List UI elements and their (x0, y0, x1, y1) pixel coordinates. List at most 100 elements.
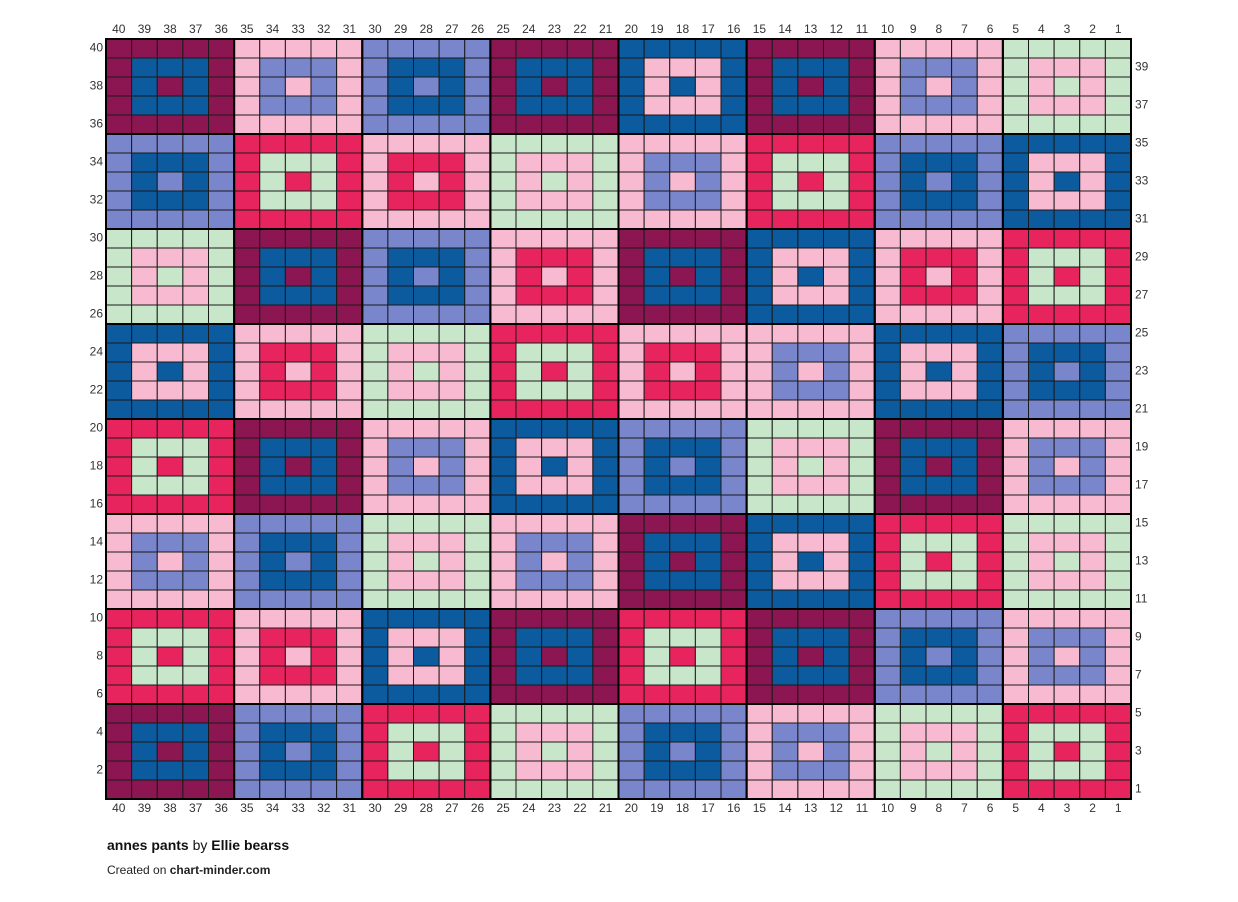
stitch-cell (797, 703, 824, 724)
stitch-cell (1053, 760, 1081, 781)
stitch-cell (643, 380, 671, 401)
stitch-cell (720, 285, 748, 306)
stitch-cell (336, 551, 363, 572)
row-number-left: 12 (90, 573, 104, 587)
stitch-cell (771, 703, 799, 724)
stitch-cell (797, 285, 824, 306)
stitch-cell (541, 760, 568, 781)
stitch-cell (515, 171, 543, 192)
stitch-cell (1053, 247, 1081, 268)
stitch-cell (515, 228, 543, 249)
stitch-cell (413, 494, 440, 515)
stitch-cell (182, 171, 209, 192)
column-number-top: 4 (1038, 22, 1045, 36)
stitch-cell (233, 361, 261, 382)
stitch-cell (1079, 532, 1106, 553)
stitch-cell (131, 76, 158, 97)
stitch-cell (1053, 152, 1081, 173)
stitch-cell (310, 627, 338, 648)
stitch-cell (489, 342, 517, 363)
stitch-cell (618, 304, 645, 325)
stitch-cell (746, 190, 773, 211)
stitch-cell (233, 646, 261, 667)
stitch-cell (156, 247, 184, 268)
stitch-cell (1028, 38, 1055, 59)
row-number-right: 33 (1135, 174, 1149, 188)
stitch-cell (823, 190, 850, 211)
stitch-cell (592, 304, 619, 325)
stitch-cell (694, 703, 722, 724)
stitch-cell (643, 437, 671, 458)
by-word: by (193, 837, 208, 853)
stitch-cell (976, 665, 1004, 686)
stitch-cell (131, 171, 158, 192)
stitch-cell (592, 95, 619, 116)
stitch-cell (694, 646, 722, 667)
stitch-cell (951, 380, 978, 401)
stitch-cell (1079, 361, 1106, 382)
stitch-cell (1079, 475, 1106, 496)
stitch-cell (387, 209, 414, 230)
stitch-cell (592, 323, 619, 344)
stitch-cell (310, 741, 338, 762)
stitch-cell (592, 703, 619, 724)
stitch-cell (310, 361, 338, 382)
stitch-cell (592, 456, 619, 477)
stitch-cell (464, 760, 491, 781)
stitch-cell (592, 532, 619, 553)
stitch-cell (771, 760, 799, 781)
stitch-cell (208, 551, 235, 572)
stitch-cell (1104, 228, 1132, 249)
column-number-bottom: 17 (702, 801, 716, 815)
column-number-bottom: 1 (1115, 801, 1122, 815)
stitch-cell (515, 304, 543, 325)
stitch-cell (259, 494, 286, 515)
stitch-cell (284, 133, 312, 154)
stitch-cell (899, 551, 927, 572)
stitch-cell (1002, 722, 1029, 743)
stitch-cell (951, 190, 978, 211)
stitch-cell (618, 361, 645, 382)
stitch-cell (874, 209, 901, 230)
stitch-cell (1028, 684, 1055, 705)
stitch-cell (310, 608, 338, 629)
stitch-cell (361, 114, 389, 135)
stitch-cell (284, 266, 312, 287)
stitch-cell (515, 152, 543, 173)
stitch-cell (951, 342, 978, 363)
stitch-cell (156, 646, 184, 667)
stitch-cell (182, 209, 209, 230)
stitch-cell (823, 171, 850, 192)
row-number-right: 5 (1135, 706, 1142, 720)
row-number-right: 3 (1135, 744, 1142, 758)
stitch-cell (361, 304, 389, 325)
column-number-bottom: 15 (753, 801, 767, 815)
stitch-cell (618, 532, 645, 553)
stitch-cell (669, 627, 696, 648)
stitch-cell (438, 323, 466, 344)
stitch-cell (797, 646, 824, 667)
stitch-cell (182, 456, 209, 477)
stitch-cell (182, 247, 209, 268)
stitch-cell (899, 361, 927, 382)
stitch-cell (284, 152, 312, 173)
stitch-cell (182, 152, 209, 173)
stitch-cell (874, 418, 901, 439)
stitch-cell (618, 437, 645, 458)
stitch-cell (848, 608, 876, 629)
row-number-left: 28 (90, 269, 104, 283)
stitch-cell (182, 760, 209, 781)
stitch-cell (233, 551, 261, 572)
row-number-right: 27 (1135, 288, 1149, 302)
column-number-top: 34 (266, 22, 280, 36)
column-number-bottom: 5 (1012, 801, 1019, 815)
stitch-cell (823, 152, 850, 173)
stitch-cell (515, 323, 543, 344)
stitch-cell (925, 399, 953, 420)
stitch-cell (310, 133, 338, 154)
stitch-cell (694, 247, 722, 268)
stitch-cell (1053, 665, 1081, 686)
stitch-cell (976, 456, 1004, 477)
stitch-cell (361, 494, 389, 515)
site-link[interactable]: chart-minder.com (170, 863, 271, 877)
